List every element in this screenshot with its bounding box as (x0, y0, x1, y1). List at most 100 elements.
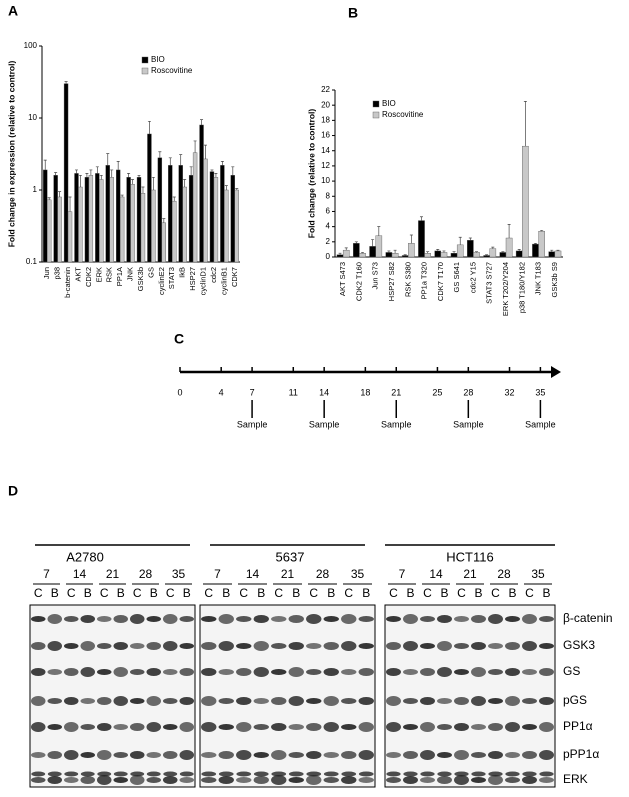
x-tick-label: Jun (42, 267, 51, 279)
lane-label: B (51, 586, 59, 600)
blot-band (162, 751, 178, 759)
blot-band (47, 776, 63, 784)
error-bar (436, 249, 440, 251)
blot-band (253, 641, 269, 651)
timeline-tick-label: 11 (289, 387, 298, 397)
blot-band (522, 614, 537, 624)
blot-band (80, 615, 96, 623)
bar (440, 252, 448, 258)
bar (168, 165, 173, 263)
blot-band (437, 776, 452, 784)
blot-band (341, 614, 357, 624)
blot-band (288, 615, 304, 623)
timeline-tick-label: 0 (177, 387, 182, 397)
blot-band (30, 616, 46, 622)
x-tick-label: CDK2 T160 (354, 262, 363, 301)
blot-band (179, 750, 195, 760)
x-tick-label: p38 (53, 267, 62, 280)
blot-band (113, 771, 128, 777)
blot-band (63, 777, 79, 783)
bar (522, 145, 529, 258)
x-tick-label: CDK2 (84, 267, 93, 287)
lane-label: C (344, 586, 353, 600)
blot-band (47, 614, 63, 624)
blot-band (47, 724, 63, 730)
blot-band (288, 752, 304, 758)
x-tick-label: JNK T183 (534, 262, 543, 295)
error-bar (200, 119, 204, 125)
blot-band (162, 698, 178, 704)
lane-label: C (34, 586, 43, 600)
bar (192, 152, 198, 263)
blot-band (80, 771, 95, 777)
blot-band (96, 643, 112, 649)
timeline-tick-label: 14 (319, 387, 329, 397)
blot-band (271, 775, 287, 785)
blot-band (323, 777, 339, 783)
bar (161, 222, 167, 263)
blot-band (63, 668, 79, 676)
blot-band (201, 722, 217, 732)
lane-label: B (117, 586, 125, 600)
blot-band (454, 643, 469, 649)
day-label: 28 (316, 567, 330, 581)
bar (234, 189, 239, 263)
y-axis-label: Fold change in expression (relative to c… (6, 61, 16, 248)
blot-band (306, 698, 322, 704)
sample-label: Sample (309, 419, 340, 429)
blot-band (437, 641, 452, 651)
blot-band (437, 771, 452, 777)
x-tick-label: AKT (73, 267, 82, 282)
bar (119, 196, 125, 263)
blot-band (129, 643, 145, 649)
blot-band (341, 776, 357, 784)
y-tick-label: 100 (24, 41, 38, 50)
bar (532, 243, 539, 258)
bar (369, 246, 376, 258)
error-bar (507, 224, 511, 239)
blot-band (358, 722, 374, 732)
day-label: 21 (281, 567, 295, 581)
error-bar (452, 251, 456, 254)
blot-band (162, 669, 178, 675)
timeline-tick-label: 18 (360, 387, 370, 397)
blot-band (288, 777, 304, 783)
blot-band (146, 722, 162, 732)
blot-band (386, 696, 401, 706)
x-tick-label: JNK (126, 267, 135, 281)
lane-label: C (309, 586, 318, 600)
blot-band (488, 771, 503, 777)
protein-label: pPP1α (563, 747, 599, 761)
blot-band (403, 641, 418, 651)
error-bar (393, 249, 397, 254)
day-label: 21 (106, 567, 120, 581)
x-tick-label: cdc2 Y15 (468, 262, 477, 293)
x-tick-label: cyclinD1 (199, 267, 208, 295)
blot-band (471, 615, 486, 623)
blot-band (201, 771, 217, 777)
blot-band (471, 771, 486, 777)
blot-band (522, 776, 537, 784)
x-tick-label: GSK3b S9 (550, 262, 559, 297)
protein-label: GS (563, 664, 580, 678)
blot-band (146, 752, 162, 758)
blot-band (471, 752, 486, 758)
blot-band (218, 614, 234, 624)
bar (140, 193, 146, 263)
blot-band (488, 775, 503, 785)
lane-label: B (257, 586, 265, 600)
day-label: 21 (463, 567, 477, 581)
bar (47, 199, 52, 263)
blot-band (218, 669, 234, 675)
blot-band (420, 616, 435, 622)
bar (450, 253, 458, 258)
bar (136, 177, 142, 263)
blot-band (47, 641, 63, 651)
blot-band (218, 724, 234, 730)
blot-band (162, 641, 178, 651)
y-tick-label: 14 (321, 146, 330, 155)
protein-label: PP1α (563, 719, 593, 733)
bar (467, 240, 474, 258)
blot-band (403, 614, 418, 624)
error-bar (458, 236, 462, 245)
